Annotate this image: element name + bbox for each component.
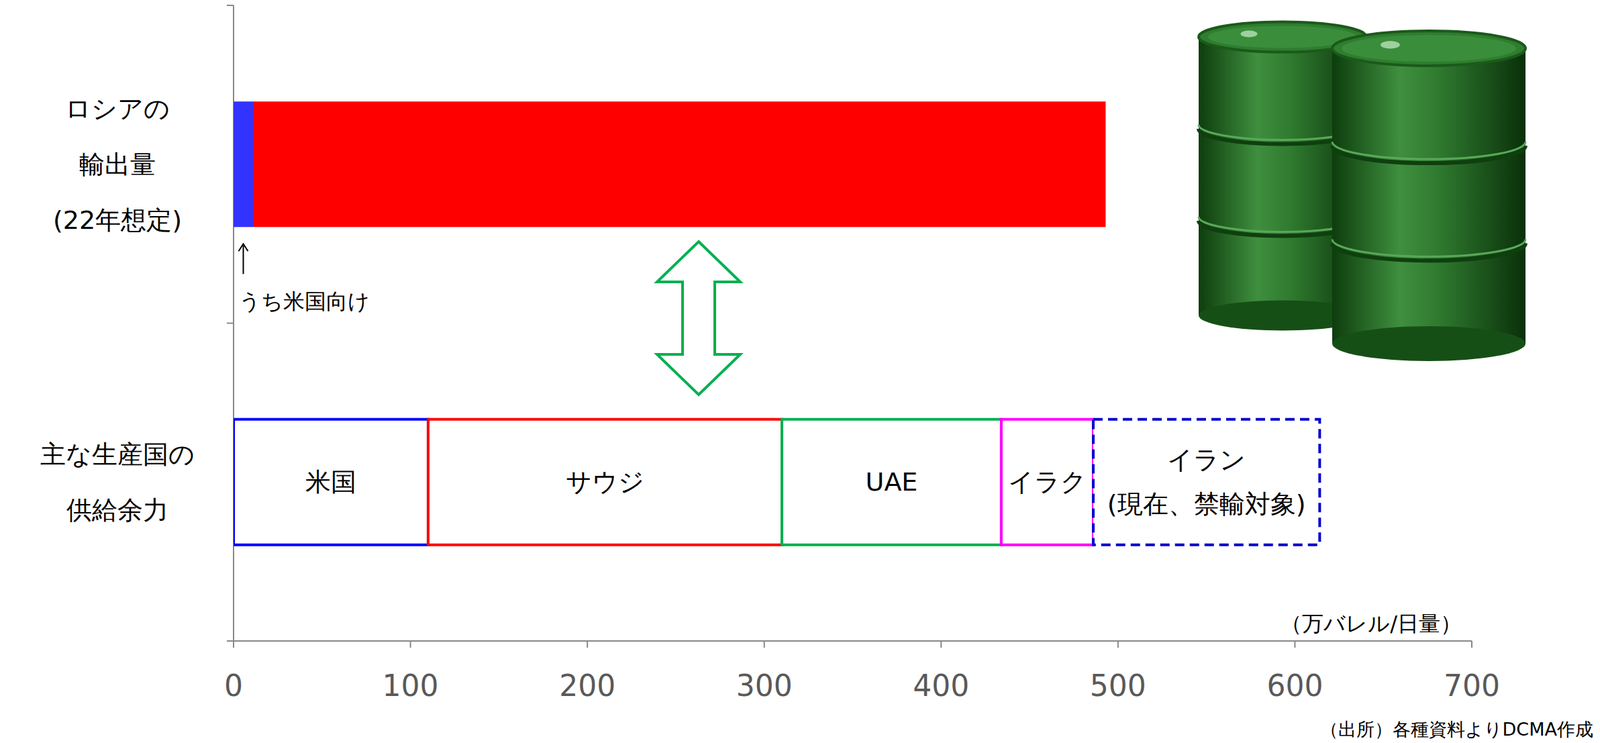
x-tick-label: 700 (1443, 668, 1500, 703)
x-tick (1471, 640, 1473, 648)
category-label: 主な生産国の供給余力 (40, 439, 195, 525)
bar-segment (253, 101, 1106, 227)
segment-label: UAE (865, 467, 919, 497)
x-tick-label: 100 (382, 668, 439, 703)
bar-segment (233, 419, 429, 545)
x-tick-label: 0 (224, 668, 243, 703)
x-tick-label: 400 (912, 668, 970, 703)
x-tick-label: 200 (559, 668, 616, 703)
bars (233, 101, 1320, 545)
x-tick (586, 640, 588, 648)
segment-label: イラン(現在、禁輸対象) (1107, 444, 1307, 519)
chart-svg: 0 100 200 300 400 500 600 700 （万バレル/日量） （出所）各種資料よ… (0, 0, 1600, 743)
bar-segment (1093, 419, 1320, 545)
x-axis-line (233, 640, 1472, 642)
bar-segment (233, 101, 254, 227)
bar-segment (1001, 419, 1094, 545)
bar-labels: うち米国向け米国 サウジ UAE イラクイラン(現在、禁輸対象) (238, 243, 1306, 519)
bar-segment (781, 419, 1002, 545)
category-label: ロシアの輸出量(22年想定) (53, 93, 182, 235)
x-tick-label: 500 (1089, 668, 1147, 703)
x-axis-title: （万バレル/日量） (1280, 610, 1462, 637)
x-tick (940, 640, 942, 648)
y-axis-tick (226, 4, 234, 7)
bar-segment (428, 419, 782, 545)
y-axis-tick (226, 640, 234, 642)
annotation-label: うち米国向け (238, 288, 370, 315)
x-tick-label: 600 (1266, 668, 1323, 703)
segment-label: サウジ (565, 467, 645, 497)
source-note: （出所）各種資料よりDCMA作成 (1320, 718, 1594, 740)
x-tick (1117, 640, 1119, 648)
chart-container: 0 100 200 300 400 500 600 700 （万バレル/日量） （出所）各種資料よ… (0, 0, 1600, 743)
x-tick (232, 640, 235, 648)
barrel-front (1332, 30, 1526, 362)
annotation-arrow (242, 244, 244, 274)
segment-label: イラク (1008, 467, 1087, 497)
x-tick (763, 640, 766, 648)
segment-label: 米国 (305, 467, 357, 497)
annotation-arrow-head (238, 243, 248, 252)
x-tick (1293, 640, 1296, 648)
double-arrow (657, 241, 741, 395)
y-axis-tick (226, 322, 234, 325)
x-tick-label: 300 (736, 668, 793, 703)
x-tick (410, 640, 412, 648)
